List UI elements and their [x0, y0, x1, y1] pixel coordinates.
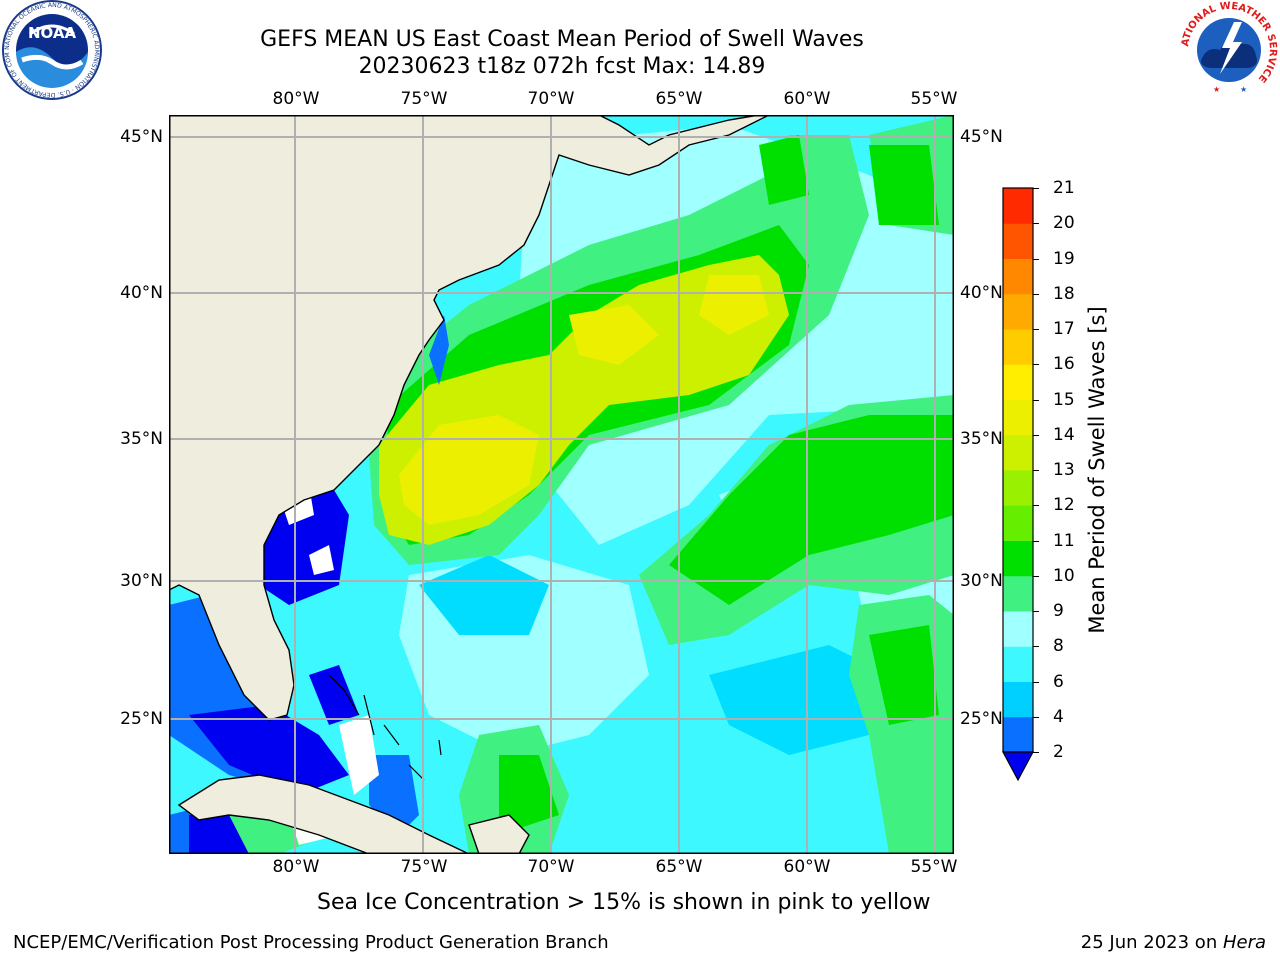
colorbar-bin — [1003, 575, 1033, 612]
colorbar-tick-label: 19 — [1053, 248, 1075, 269]
colorbar-tick-label: 21 — [1053, 178, 1075, 198]
lon-label-top: 60°W — [783, 89, 831, 109]
lat-label-right: 45°N — [960, 127, 1003, 147]
colorbar-tick-mark — [1033, 716, 1039, 718]
producer-credit: NCEP/EMC/Verification Post Processing Pr… — [13, 932, 609, 953]
colorbar-tick-mark — [1033, 646, 1039, 648]
colorbar-bin — [1003, 505, 1033, 541]
land-hispaniola — [468, 814, 530, 854]
colorbar — [1001, 187, 1035, 782]
machine-name: Hera — [1222, 932, 1266, 953]
colorbar-tick-label: 2 — [1053, 742, 1064, 762]
colorbar-tick-label: 14 — [1053, 424, 1075, 445]
colorbar-tick-label: 16 — [1053, 354, 1075, 375]
colorbar-tick-label: 18 — [1053, 283, 1075, 304]
map-title: GEFS MEAN US East Coast Mean Period of S… — [260, 27, 864, 52]
colorbar-tick-label: 13 — [1053, 460, 1075, 480]
period-14-15s-region — [399, 275, 769, 525]
lon-label-bottom: 65°W — [655, 857, 703, 877]
lon-label-bottom: 75°W — [400, 857, 448, 877]
colorbar-bin — [1003, 293, 1033, 330]
period-6-8s-region — [419, 555, 889, 755]
colorbar-tick-mark — [1033, 752, 1039, 753]
run-date: 25 Jun 2023 on Hera — [1081, 932, 1266, 953]
colorbar-bin — [1003, 470, 1033, 506]
colorbar-bin — [1003, 434, 1033, 471]
colorbar-tick-mark — [1033, 540, 1039, 542]
colorbar-tick-mark — [1033, 505, 1039, 507]
colorbar-tick-mark — [1033, 293, 1039, 295]
nws-logo: NATIONAL WEATHER SERVICE ★ ★ — [1178, 0, 1278, 98]
lat-label-left: 40°N — [120, 283, 163, 303]
colorbar-bin — [1003, 611, 1033, 647]
sea-ice-note: Sea Ice Concentration > 15% is shown in … — [317, 890, 931, 915]
colorbar-tick-label: 9 — [1053, 601, 1064, 621]
colorbar-tick-label: 12 — [1053, 495, 1075, 516]
colorbar-bin — [1003, 716, 1033, 753]
lon-label-bottom: 55°W — [910, 857, 958, 877]
colorbar-tick-label: 17 — [1053, 319, 1075, 339]
land-north-america — [169, 115, 770, 721]
colorbar-bin — [1003, 223, 1033, 259]
colorbar-tick-mark — [1033, 470, 1039, 471]
colorbar-tick-mark — [1033, 399, 1039, 401]
colorbar-tick-label: 20 — [1053, 213, 1075, 234]
noaa-logo: NATIONAL OCEANIC AND ATMOSPHERIC ADMINIS… — [0, 0, 102, 100]
colorbar-tick-label: 6 — [1053, 671, 1064, 692]
colorbar-tick-mark — [1033, 329, 1039, 330]
bahamas-islands — [328, 674, 442, 781]
lon-label-top: 65°W — [655, 89, 703, 109]
colorbar-bin — [1003, 364, 1033, 400]
lon-label-bottom: 80°W — [272, 857, 320, 877]
colorbar-tick-label: 15 — [1053, 389, 1075, 410]
lat-label-right: 30°N — [960, 571, 1003, 591]
lon-label-top: 75°W — [400, 89, 448, 109]
colorbar-tick-mark — [1033, 681, 1039, 683]
map-graticule — [169, 115, 954, 854]
colorbar-tick-mark — [1033, 434, 1039, 436]
lat-label-left: 45°N — [120, 127, 163, 147]
colorbar-tick-mark — [1033, 223, 1039, 225]
colorbar-bin — [1003, 258, 1033, 295]
colorbar-bin — [1003, 329, 1033, 365]
lat-label-left: 35°N — [120, 429, 163, 449]
lon-label-bottom: 60°W — [783, 857, 831, 877]
colorbar-tick-mark — [1033, 258, 1039, 260]
colorbar-tick-label: 10 — [1053, 565, 1075, 586]
colorbar-bin — [1003, 646, 1033, 682]
colorbar-tick-mark — [1033, 575, 1039, 577]
lon-label-bottom: 70°W — [527, 857, 575, 877]
colorbar-underflow-triangle — [1001, 751, 1035, 782]
colorbar-bin — [1003, 681, 1033, 718]
lat-label-left: 25°N — [120, 709, 163, 729]
lon-label-top: 80°W — [272, 89, 320, 109]
colorbar-bin — [1003, 540, 1033, 577]
colorbar-tick-label: 4 — [1053, 706, 1064, 727]
colorbar-tick-mark — [1033, 188, 1039, 189]
lat-label-left: 30°N — [120, 571, 163, 591]
noaa-logo-text: NOAA — [28, 24, 77, 42]
land-cuba — [177, 774, 470, 854]
lat-label-right: 25°N — [960, 709, 1003, 729]
map-subtitle: 20230623 t18z 072h fcst Max: 14.89 — [358, 54, 766, 79]
lat-label-right: 40°N — [960, 283, 1003, 303]
map-frame — [169, 115, 954, 854]
colorbar-bin — [1003, 188, 1033, 224]
run-date-text: 25 Jun 2023 on — [1080, 932, 1223, 953]
lon-label-top: 55°W — [910, 89, 958, 109]
colorbar-tick-label: 11 — [1053, 530, 1075, 551]
colorbar-tick-mark — [1033, 611, 1039, 612]
swell-period-map — [169, 115, 954, 854]
colorbar-label: Mean Period of Swell Waves [s] — [1085, 306, 1109, 634]
colorbar-tick-label: 8 — [1053, 636, 1064, 657]
colorbar-tick-mark — [1033, 364, 1039, 366]
lon-label-top: 70°W — [527, 89, 575, 109]
lat-label-right: 35°N — [960, 429, 1003, 449]
svg-text:★: ★ — [1213, 85, 1220, 94]
colorbar-bin — [1003, 399, 1033, 436]
svg-text:★: ★ — [1240, 85, 1247, 94]
